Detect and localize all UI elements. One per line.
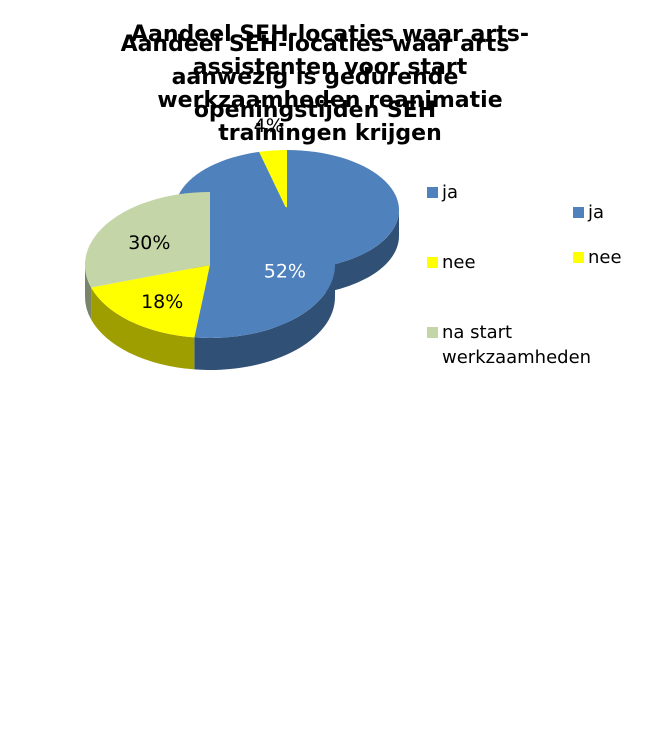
legend-item: nee (573, 245, 654, 270)
pie-slice (194, 192, 336, 339)
pie-chart: 52% 18% 30% (85, 192, 336, 371)
pie-slice (259, 150, 287, 210)
data-label: 52% (264, 260, 306, 282)
legend-swatch (427, 187, 438, 198)
data-label: 30% (128, 232, 170, 254)
legend-label: na start werkzaamheden (442, 322, 592, 368)
legend-swatch (573, 207, 584, 218)
legend-item: nee (427, 250, 627, 275)
legend-swatch (427, 257, 438, 268)
legend-label: nee (588, 247, 622, 268)
legend-label: ja (442, 182, 459, 203)
data-label: 4% (254, 115, 284, 137)
legend-item: ja (573, 200, 654, 225)
legend-swatch (573, 252, 584, 263)
chart-panel: Aandeel SEH-locaties waar arts-assistent… (0, 22, 649, 731)
data-label: 18% (141, 291, 183, 313)
legend-item: na start werkzaamheden (427, 320, 627, 370)
pie-side (194, 265, 335, 371)
pie-side (91, 287, 195, 370)
pie-side (85, 265, 92, 320)
legend-label: ja (588, 202, 605, 223)
chart-title: Aandeel SEH-locaties waar arts-assistent… (131, 22, 529, 146)
chart-title: Aandeel SEH-locaties waar arts aanwezig … (120, 32, 510, 123)
legend-swatch (427, 327, 438, 338)
legend-item: ja (427, 180, 627, 205)
pie-slice (85, 192, 210, 288)
pie-slice (91, 265, 210, 338)
legend-label: nee (442, 252, 476, 273)
